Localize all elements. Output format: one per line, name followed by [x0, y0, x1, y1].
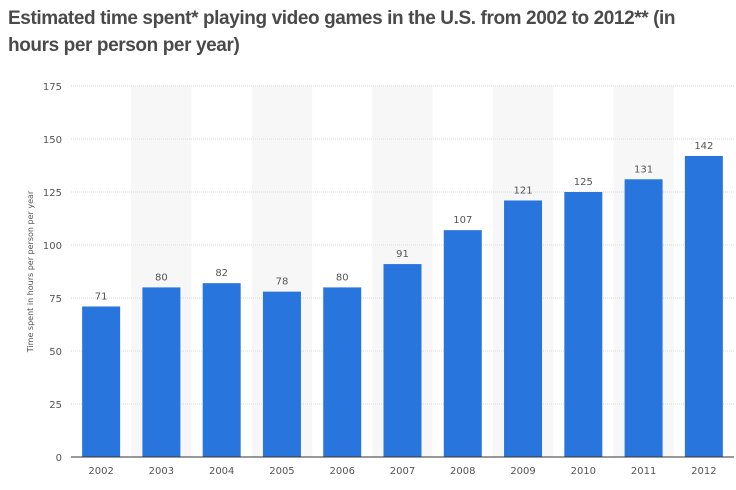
y-tick-label: 50 — [49, 347, 62, 358]
bar-2008 — [443, 230, 482, 457]
x-tick-label: 2007 — [390, 466, 415, 477]
y-tick-label: 100 — [43, 241, 62, 252]
bar-2005 — [262, 291, 301, 457]
x-tick-label: 2004 — [209, 466, 234, 477]
bar-2003 — [142, 287, 181, 457]
data-label: 91 — [396, 249, 409, 260]
x-tick-label: 2008 — [450, 466, 475, 477]
x-tick-label: 2011 — [631, 466, 656, 477]
bar-2011 — [624, 179, 663, 457]
data-label: 107 — [453, 215, 472, 226]
bar-2007 — [383, 264, 422, 457]
bar-2010 — [564, 192, 603, 457]
data-label: 142 — [694, 141, 713, 152]
chart-title: Estimated time spent* playing video game… — [8, 8, 676, 56]
data-label: 131 — [634, 164, 653, 175]
x-tick-label: 2006 — [330, 466, 355, 477]
data-label: 71 — [95, 291, 108, 302]
y-tick-label: 125 — [43, 188, 62, 199]
x-tick-label: 2009 — [510, 466, 535, 477]
y-tick-label: 175 — [43, 82, 62, 93]
bar-2004 — [202, 283, 241, 457]
y-tick-label: 150 — [43, 135, 62, 146]
x-tick-label: 2002 — [88, 466, 113, 477]
data-label: 82 — [215, 268, 228, 279]
bar-2009 — [504, 200, 543, 458]
data-label: 121 — [513, 185, 532, 196]
bar-2002 — [82, 306, 121, 457]
data-label: 80 — [155, 272, 168, 283]
x-tick-label: 2012 — [691, 466, 716, 477]
x-tick-label: 2010 — [571, 466, 596, 477]
data-label: 125 — [574, 177, 593, 188]
data-label: 80 — [336, 272, 349, 283]
y-tick-label: 0 — [56, 453, 62, 464]
bar-2006 — [323, 287, 362, 457]
bar-2012 — [684, 155, 723, 457]
x-tick-label: 2003 — [149, 466, 174, 477]
y-tick-label: 25 — [49, 400, 62, 411]
y-tick-label: 75 — [49, 294, 62, 305]
y-axis-label: Time spent in hours per person per year — [26, 190, 35, 353]
x-tick-label: 2005 — [269, 466, 294, 477]
data-label: 78 — [276, 277, 289, 288]
